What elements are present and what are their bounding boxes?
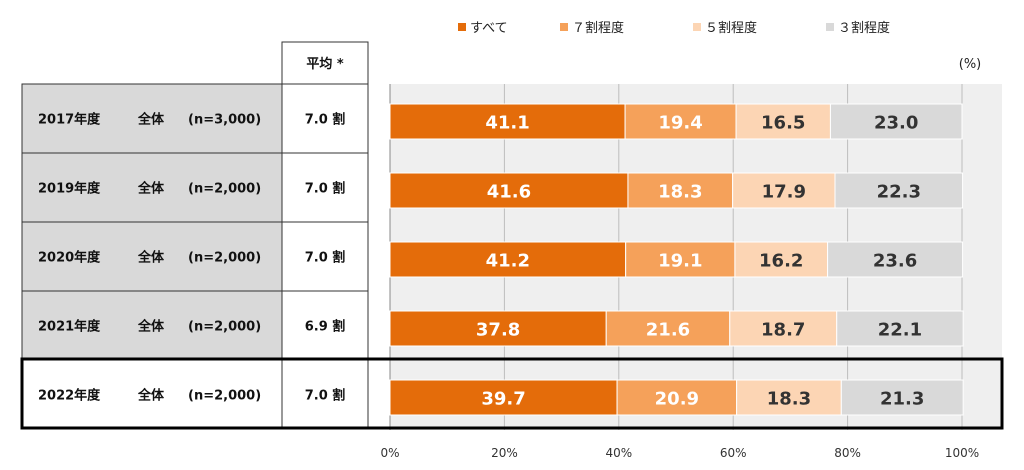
data-label: 21.6	[646, 320, 690, 341]
bar-segment	[736, 379, 842, 416]
data-label: 41.1	[485, 113, 529, 134]
bar-segment	[735, 103, 831, 140]
row-group-label: 全体	[137, 319, 165, 335]
data-label: 21.3	[880, 389, 924, 410]
bar-segment	[616, 379, 738, 416]
legend-swatch	[458, 23, 466, 31]
x-tick-label: 60%	[720, 446, 747, 460]
data-label: 23.0	[874, 113, 918, 134]
legend: すべて ７割程度 ５割程度 ３割程度	[458, 20, 890, 36]
data-label: 17.9	[762, 182, 806, 203]
row-sample-size: (n=2,000)	[188, 320, 261, 335]
unit-label: (%)	[959, 57, 982, 72]
row-group-label: 全体	[137, 112, 165, 128]
x-tick-label: 0%	[380, 446, 399, 460]
data-label: 19.1	[658, 251, 702, 272]
row-average-value: 7.0 割	[305, 250, 346, 266]
row-year-label: 2017年度	[38, 112, 101, 128]
data-label: 41.2	[486, 251, 530, 272]
bar-segment	[729, 310, 838, 347]
data-label: 22.3	[877, 182, 921, 203]
row-group-label: 全体	[137, 250, 165, 266]
data-label: 20.9	[655, 389, 699, 410]
data-label: 18.3	[658, 182, 702, 203]
row-year-label: 2021年度	[38, 319, 101, 335]
data-label: 16.5	[761, 113, 805, 134]
bar-segment	[834, 172, 964, 209]
row-sample-size: (n=2,000)	[188, 251, 261, 266]
bar-segment	[732, 172, 836, 209]
legend-label: ７割程度	[572, 20, 624, 36]
legend-label: すべて	[470, 21, 508, 36]
x-axis: 0% 20% 40% 60% 80% 100%	[380, 446, 979, 460]
legend-swatch	[826, 23, 834, 31]
data-label: 22.1	[878, 320, 922, 341]
bar-segment	[836, 310, 964, 347]
bar-segment	[625, 241, 736, 278]
bar-segment	[389, 310, 607, 347]
data-label: 37.8	[476, 320, 520, 341]
bars: 41.1 19.4 16.5 23.0 41.6 18.3 17.9 22.3 41.2 19.1…	[389, 103, 964, 416]
bar-segment	[605, 310, 731, 347]
row-average-value: 6.9 割	[305, 319, 346, 335]
highlight-frame	[20, 357, 1004, 430]
x-tick-label: 80%	[834, 446, 861, 460]
row-sample-size: (n=3,000)	[188, 113, 261, 128]
bar-segment	[827, 241, 964, 278]
table-row-label-cell	[21, 221, 283, 292]
row-year-label: 2020年度	[38, 250, 101, 266]
legend-label: ５割程度	[705, 20, 757, 36]
table-header-cell	[281, 41, 369, 85]
row-average-value: 7.0 割	[305, 388, 346, 404]
row-year-label: 2019年度	[38, 181, 101, 197]
bar-segment	[389, 379, 618, 416]
bar-segment	[389, 241, 627, 278]
table-row-label-cell	[21, 290, 283, 361]
x-tick-label: 40%	[605, 446, 632, 460]
row-average-value: 7.0 割	[305, 181, 346, 197]
x-tick-label: 100%	[945, 446, 979, 460]
data-label: 41.6	[487, 182, 531, 203]
table-row-average-cell	[281, 221, 369, 292]
data-label: 39.7	[481, 389, 525, 410]
row-sample-size: (n=2,000)	[188, 182, 261, 197]
data-label: 16.2	[759, 251, 803, 272]
legend-label: ３割程度	[838, 20, 890, 36]
row-sample-size: (n=2,000)	[188, 389, 261, 404]
bar-segment	[627, 172, 734, 209]
data-label: 19.4	[658, 113, 702, 134]
table-row-average-cell	[281, 290, 369, 361]
data-label: 23.6	[873, 251, 917, 272]
table-header-average: 平均 *	[306, 56, 344, 72]
row-average-value: 7.0 割	[305, 112, 346, 128]
row-group-label: 全体	[137, 181, 165, 197]
legend-swatch	[560, 23, 568, 31]
bar-segment	[734, 241, 829, 278]
legend-swatch	[693, 23, 701, 31]
x-tick-label: 20%	[491, 446, 518, 460]
bar-segment	[624, 103, 737, 140]
row-group-label: 全体	[137, 388, 165, 404]
data-label: 18.3	[767, 389, 811, 410]
row-year-label: 2022年度	[38, 388, 101, 404]
bar-segment	[840, 379, 964, 416]
table-row-label-cell	[21, 359, 283, 430]
bar-segment	[829, 103, 963, 140]
data-label: 18.7	[761, 320, 805, 341]
